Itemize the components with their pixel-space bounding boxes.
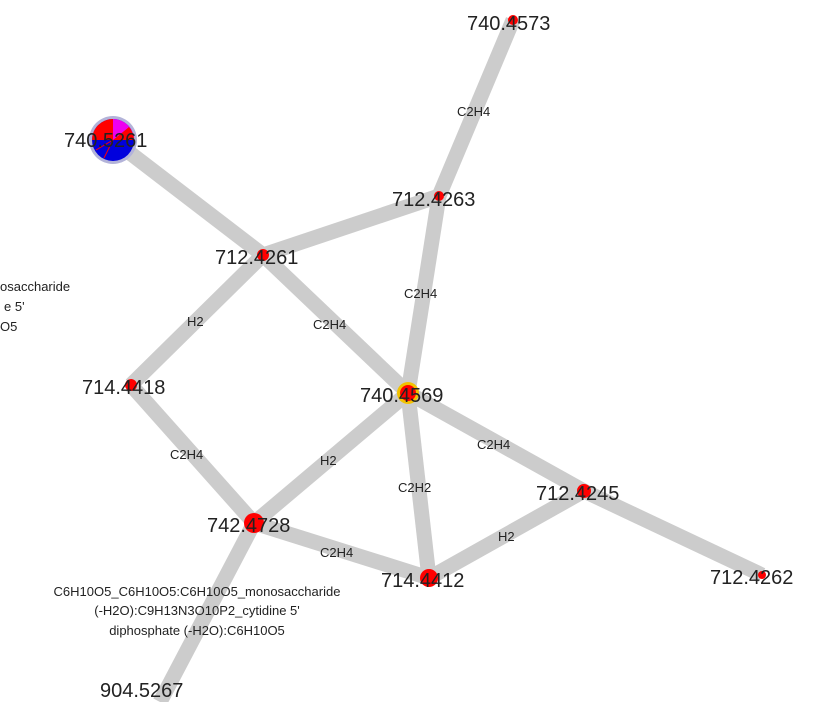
node-label[interactable]: 740.4573 xyxy=(467,13,550,35)
left-partial-annotation: osaccharide e 5' O5 xyxy=(0,279,70,334)
node-dot[interactable] xyxy=(257,249,269,261)
node-label[interactable]: 712.4261 xyxy=(215,247,298,269)
edge-740.5261-712.4261[interactable] xyxy=(108,134,268,261)
node-label[interactable]: 904.5267 xyxy=(100,680,183,702)
node-label[interactable]: 740.5261 xyxy=(64,130,147,152)
node-label[interactable]: 712.4263 xyxy=(392,189,475,211)
edge-label: H2 xyxy=(320,453,337,468)
edge-740.4573-712.4263[interactable] xyxy=(432,17,520,199)
edge-742.4728-714.4412[interactable] xyxy=(251,515,432,586)
node-dot[interactable] xyxy=(420,569,438,587)
edge-740.4569-714.4412[interactable] xyxy=(400,392,437,579)
node-dot[interactable] xyxy=(508,15,518,25)
nodes xyxy=(89,15,766,587)
edge-742.4728-904.5267[interactable] xyxy=(153,519,261,702)
edge-740.4569-742.4728[interactable] xyxy=(249,387,413,529)
edge-712.4245-712.4262[interactable] xyxy=(580,484,766,582)
node-dot[interactable] xyxy=(125,379,137,391)
annotation-line: (-H2O):C9H13N3O10P2_cytidine 5' xyxy=(94,603,300,618)
formula-annotation: C6H10O5_C6H10O5:C6H10O5_monosaccharide (… xyxy=(54,584,341,638)
node-labels: 740.4573 740.5261 712.4263 712.4261 714.… xyxy=(64,13,793,702)
node-label[interactable]: 714.4412 xyxy=(381,570,464,592)
edge-label: H2 xyxy=(187,314,204,329)
annotation-line: osaccharide xyxy=(0,279,70,294)
node-dot[interactable] xyxy=(434,191,444,201)
annotation-line: diphosphate (-H2O):C6H10O5 xyxy=(109,623,285,638)
edge-label: C2H4 xyxy=(313,317,346,332)
edge-714.4418-742.4728[interactable] xyxy=(125,380,260,528)
edges xyxy=(108,17,766,702)
edge-712.4261-714.4418[interactable] xyxy=(125,249,269,391)
node-dot[interactable] xyxy=(577,484,591,498)
node-label[interactable]: 742.4728 xyxy=(207,515,290,537)
edge-label: C2H4 xyxy=(457,104,490,119)
edge-714.4412-712.4245[interactable] xyxy=(425,484,588,585)
annotation-line: C6H10O5_C6H10O5:C6H10O5_monosaccharide xyxy=(54,584,341,599)
edge-label: H2 xyxy=(498,529,515,544)
node-label[interactable]: 740.4569 xyxy=(360,385,443,407)
annotation-line: O5 xyxy=(0,319,17,334)
edge-712.4261-740.4569[interactable] xyxy=(257,249,414,399)
node-label[interactable]: 712.4245 xyxy=(536,483,619,505)
node-label[interactable]: 712.4262 xyxy=(710,567,793,589)
node-dot[interactable] xyxy=(758,571,766,579)
node-dot[interactable] xyxy=(244,513,264,533)
edge-label: C2H4 xyxy=(170,447,203,462)
edge-label: C2H4 xyxy=(404,286,437,301)
edge-712.4263-712.4261[interactable] xyxy=(260,188,442,263)
edge-label: C2H4 xyxy=(320,545,353,560)
edge-712.4263-740.4569[interactable] xyxy=(400,194,447,395)
edge-label: C2H2 xyxy=(398,480,431,495)
node-label[interactable]: 714.4418 xyxy=(82,377,165,399)
node-pie-740-5261[interactable] xyxy=(89,116,137,164)
annotation-line: e 5' xyxy=(4,299,25,314)
node-pie-740-4569[interactable] xyxy=(397,382,419,404)
edge-740.4569-712.4245[interactable] xyxy=(404,386,588,498)
edge-labels: C2H4 C2H4 C2H4 H2 C2H4 H2 C2H2 C2H4 C2H4… xyxy=(170,104,515,560)
edge-label: C2H4 xyxy=(477,437,510,452)
